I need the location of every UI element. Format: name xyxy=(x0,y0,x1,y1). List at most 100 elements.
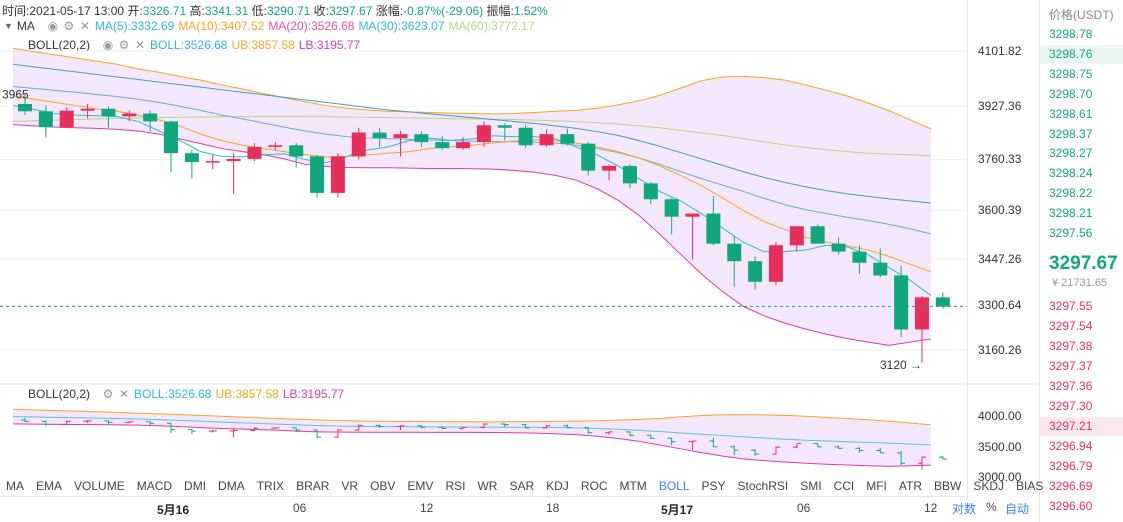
orderbook-ask-row[interactable]: 3298.61 xyxy=(1049,106,1093,121)
indicator-tab-dma[interactable]: DMA xyxy=(218,479,245,493)
orderbook-bid-row[interactable]: 3296.94 xyxy=(1049,439,1093,453)
eye-icon[interactable]: ◉ xyxy=(102,38,114,52)
indicator-tab-vr[interactable]: VR xyxy=(341,479,359,493)
candle-body xyxy=(685,213,700,217)
eye-icon[interactable]: ◉ xyxy=(47,19,59,33)
candle-body xyxy=(247,146,262,159)
orderbook-bid-row[interactable]: 3296.79 xyxy=(1049,459,1093,473)
indicator-tab-roc[interactable]: ROC xyxy=(580,479,608,493)
indicator-tab-macd[interactable]: MACD xyxy=(136,479,173,493)
candle-body xyxy=(768,245,783,282)
ma20-value: MA(20):3526.68 xyxy=(268,19,355,33)
price-axis[interactable]: 4101.82 3927.36 3760.33 3600.39 3447.26 3300.… xyxy=(967,0,1039,500)
orderbook-bid-row[interactable]: 3297.38 xyxy=(1049,339,1093,353)
orderbook-bid-row[interactable]: 3296.69 xyxy=(1049,479,1093,493)
candle-body xyxy=(184,153,199,163)
indicator-tab-bias[interactable]: BIAS xyxy=(1016,479,1044,493)
low-price-marker: 3120 → xyxy=(880,358,922,372)
ma60-line xyxy=(12,116,931,157)
percent-scale-button[interactable]: % xyxy=(986,500,997,514)
indicator-tab-atr[interactable]: ATR xyxy=(898,479,923,493)
time-axis: 5月16 06 12 18 5月17 06 12 xyxy=(0,496,967,522)
candle-body xyxy=(205,161,220,163)
sub-boll-band-fill xyxy=(13,409,931,467)
settings-icon[interactable]: ⚙ xyxy=(118,38,130,52)
candle-body xyxy=(894,275,909,330)
time-axis-label: 12 xyxy=(924,501,938,515)
orderbook-bid-row[interactable]: 3297.30 xyxy=(1049,399,1093,413)
orderbook-ask-row[interactable]: 3298.75 xyxy=(1049,66,1093,81)
orderbook-ask-row[interactable]: 3298.76 xyxy=(1040,44,1123,64)
price-axis-label: 3447.26 xyxy=(978,251,1022,266)
candle-body xyxy=(810,226,825,244)
candle-body xyxy=(18,103,32,112)
orderbook-bid-row[interactable]: 3297.37 xyxy=(1049,359,1093,373)
indicator-tab-obv[interactable]: OBV xyxy=(370,479,396,493)
candle-body xyxy=(476,125,491,143)
close-icon[interactable]: ✕ xyxy=(119,387,130,401)
indicator-tab-dmi[interactable]: DMI xyxy=(184,479,207,493)
orderbook-ask-row[interactable]: 3298.21 xyxy=(1049,206,1093,221)
ma-legend-row: ▼ MA ◉ ⚙ ✕ MA(5):3332.69 MA(10):3407.52 … xyxy=(4,19,535,33)
orderbook-header: 价格(USDT) xyxy=(1049,8,1114,22)
orderbook-ask-row[interactable]: 3297.56 xyxy=(1049,226,1093,240)
candle-body xyxy=(622,165,637,184)
orderbook-bid-row[interactable]: 3297.21 xyxy=(1040,417,1123,436)
orderbook-ask-row[interactable]: 3298.37 xyxy=(1049,126,1093,141)
orderbook-ask-row[interactable]: 3298.24 xyxy=(1049,166,1093,181)
orderbook-bid-row[interactable]: 3297.54 xyxy=(1049,319,1093,333)
close-icon[interactable]: ✕ xyxy=(79,19,90,33)
indicator-tab-cci[interactable]: CCI xyxy=(833,479,855,493)
boll-lb-value: LB:3195.77 xyxy=(298,38,361,52)
orderbook-ask-row[interactable]: 3298.22 xyxy=(1049,186,1093,201)
change-value: -0.87%(-29.06) xyxy=(403,4,484,18)
orderbook-ask-row[interactable]: 3298.27 xyxy=(1049,146,1093,161)
indicator-tab-ma[interactable]: MA xyxy=(6,479,24,493)
candle-body xyxy=(539,134,554,146)
indicator-tab-bbw[interactable]: BBW xyxy=(934,479,962,493)
close-label: 收: xyxy=(313,4,330,18)
candle-body xyxy=(226,158,241,162)
boll-band-fill xyxy=(13,48,931,346)
indicator-tab-rsi[interactable]: RSI xyxy=(445,479,466,493)
indicator-tab-psy[interactable]: PSY xyxy=(701,479,726,493)
collapse-caret-icon[interactable]: ▼ xyxy=(4,21,13,31)
indicator-tab-brar[interactable]: BRAR xyxy=(296,479,330,493)
indicator-tab-ema[interactable]: EMA xyxy=(36,479,63,493)
orderbook-ask-row[interactable]: 3298.70 xyxy=(1049,86,1093,101)
indicator-tab-emv[interactable]: EMV xyxy=(407,479,434,493)
log-scale-button[interactable]: 对数 xyxy=(952,502,977,516)
ma30-line xyxy=(12,63,931,204)
candle-body xyxy=(330,156,345,193)
settings-icon[interactable]: ⚙ xyxy=(102,387,114,401)
indicator-tab-smi[interactable]: SMI xyxy=(800,479,822,493)
candle-body xyxy=(101,108,116,117)
indicator-tab-wr[interactable]: WR xyxy=(477,479,498,493)
boll-indicator-name: BOLL(20,2) xyxy=(28,38,91,52)
auto-scale-button[interactable]: 自动 xyxy=(1005,502,1030,516)
indicator-tab-boll[interactable]: BOLL xyxy=(658,479,690,493)
close-icon[interactable]: ✕ xyxy=(135,38,146,52)
indicator-tab-skdj[interactable]: SKDJ xyxy=(973,479,1005,493)
candle-body xyxy=(831,243,846,252)
candle-body xyxy=(164,121,179,154)
orderbook-bid-row[interactable]: 3297.36 xyxy=(1049,379,1093,393)
candle-body xyxy=(643,183,658,200)
indicator-tab-stochrsi[interactable]: StochRSI xyxy=(737,479,789,493)
indicator-tab-sar[interactable]: SAR xyxy=(509,479,535,493)
orderbook-bid-row[interactable]: 3296.60 xyxy=(1049,499,1093,513)
indicator-tab-mtm[interactable]: MTM xyxy=(619,479,647,493)
indicator-tab-kdj[interactable]: KDJ xyxy=(546,479,569,493)
indicator-tab-volume[interactable]: VOLUME xyxy=(74,479,125,493)
ma5-value: MA(5):3332.69 xyxy=(94,19,175,33)
indicator-tab-mfi[interactable]: MFI xyxy=(866,479,887,493)
price-axis-label: 3160.26 xyxy=(978,343,1022,357)
low-value: 3290.71 xyxy=(266,4,311,18)
high-price-marker: 3965 xyxy=(2,87,29,101)
indicator-tab-trix[interactable]: TRIX xyxy=(256,479,285,493)
orderbook-ask-row[interactable]: 3298.78 xyxy=(1049,27,1093,41)
orderbook-bid-row[interactable]: 3297.55 xyxy=(1049,299,1093,313)
sub-boll-indicator-name: BOLL(20,2) xyxy=(28,387,91,401)
settings-icon[interactable]: ⚙ xyxy=(63,19,75,33)
